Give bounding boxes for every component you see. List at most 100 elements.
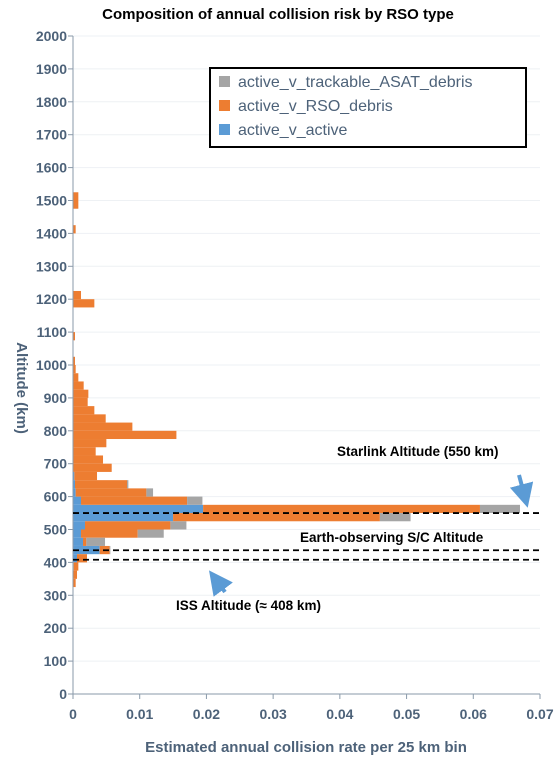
bar-active_v_RSO_debris-875 <box>73 397 88 407</box>
y-tick-label: 1300 <box>36 258 67 274</box>
y-tick-label: 1000 <box>36 357 67 373</box>
legend-swatch-active <box>219 124 230 135</box>
bar-active_v_trackable_ASAT_debris-450 <box>86 537 106 546</box>
y-tick-label: 1800 <box>36 94 67 110</box>
bar-active_v_RSO_debris-975 <box>73 365 76 374</box>
starlink-annotation: Starlink Altitude (550 km) <box>337 444 499 459</box>
bar-active_v_RSO_debris-700 <box>73 455 104 464</box>
bar-active_v_RSO_debris-800 <box>73 422 133 431</box>
y-tick-label: 600 <box>44 489 68 505</box>
bar-active_v_RSO_debris-525 <box>173 513 380 522</box>
y-tick-label: 1100 <box>37 324 68 340</box>
bar-active_v_active-550 <box>73 504 204 514</box>
y-tick-label: 2000 <box>36 28 67 44</box>
bar-active_v_RSO_debris-350 <box>73 570 78 579</box>
legend-box <box>209 67 527 148</box>
bar-active_v_trackable_ASAT_debris-600 <box>146 488 154 497</box>
y-tick-label: 700 <box>44 456 68 472</box>
y-tick-label: 400 <box>44 554 68 570</box>
y-tick-label: 1900 <box>36 61 67 77</box>
bar-active_v_active-625 <box>73 480 76 489</box>
bar-active_v_trackable_ASAT_debris-525 <box>379 513 411 522</box>
bar-active_v_RSO_debris-775 <box>73 430 177 440</box>
iss-annotation: ISS Altitude (≈ 408 km) <box>176 598 321 613</box>
bar-active_v_trackable_ASAT_debris-425 <box>109 545 111 555</box>
bar-active_v_trackable_ASAT_debris-500 <box>170 521 187 530</box>
x-tick-label: 0.04 <box>326 706 353 722</box>
bar-active_v_RSO_debris-475 <box>81 529 138 538</box>
bar-active_v_RSO_debris-850 <box>73 406 95 415</box>
iss-arrow <box>209 570 233 597</box>
x-tick-label: 0.05 <box>393 706 420 722</box>
bar-active_v_RSO_debris-950 <box>73 373 79 382</box>
bar-active_v_RSO_debris-1400 <box>73 225 76 234</box>
bar-active_v_RSO_debris-1075 <box>73 332 76 341</box>
bar-active_v_active-575 <box>73 496 82 505</box>
y-tick-label: 1600 <box>36 160 67 176</box>
bar-active_v_RSO_debris-450 <box>83 537 87 546</box>
bars-layer <box>73 192 520 588</box>
bar-active_v_RSO_debris-650 <box>74 471 98 481</box>
bar-active_v_trackable_ASAT_debris-475 <box>137 529 164 538</box>
bar-active_v_RSO_debris-1000 <box>73 356 76 365</box>
bar-active_v_RSO_debris-725 <box>73 447 96 456</box>
y-tick-label: 300 <box>44 587 68 603</box>
annotations: Starlink Altitude (550 km) Earth-observi… <box>176 444 534 613</box>
x-tick-label: 0.03 <box>260 706 287 722</box>
legend-swatch-rso <box>219 100 230 111</box>
legend-swatch-asat <box>219 76 230 87</box>
bar-active_v_RSO_debris-550 <box>203 504 480 514</box>
bar-active_v_active-450 <box>73 537 84 546</box>
y-tick-label: 0 <box>59 686 67 702</box>
bar-active_v_active-650 <box>73 471 75 481</box>
x-tick-label: 0.02 <box>193 706 220 722</box>
bar-active_v_trackable_ASAT_debris-625 <box>127 480 129 489</box>
x-tick-label: 0.07 <box>526 706 553 722</box>
x-tick-label: 0.06 <box>460 706 487 722</box>
y-tick-label: 1400 <box>36 225 67 241</box>
annotation-arrows <box>209 474 534 597</box>
bar-active_v_trackable_ASAT_debris-575 <box>187 496 203 505</box>
y-tick-label: 500 <box>44 522 68 538</box>
bar-active_v_RSO_debris-400 <box>77 554 88 563</box>
bar-active_v_active-525 <box>73 513 174 522</box>
bar-active_v_RSO_debris-600 <box>75 488 147 497</box>
bar-active_v_trackable_ASAT_debris-550 <box>479 504 520 514</box>
bar-active_v_active-400 <box>73 554 78 563</box>
y-tick-label: 1700 <box>36 127 67 143</box>
bar-active_v_RSO_debris-1500 <box>73 192 79 201</box>
bar-active_v_RSO_debris-750 <box>73 439 107 448</box>
y-tick-label: 1200 <box>36 291 67 307</box>
bar-active_v_RSO_debris-500 <box>85 521 171 530</box>
y-tick-label: 1500 <box>36 193 67 209</box>
reference-lines <box>73 512 540 561</box>
bar-active_v_active-600 <box>73 488 76 497</box>
earth-observing-annotation: Earth-observing S/C Altitude <box>300 530 484 545</box>
y-tick-label: 900 <box>44 390 68 406</box>
bar-active_v_RSO_debris-575 <box>81 496 188 505</box>
bar-active_v_active-475 <box>73 529 82 538</box>
y-axis-title: Altitude (km) <box>13 342 30 434</box>
bar-active_v_active-500 <box>73 521 86 530</box>
x-tick-label: 0 <box>69 706 77 722</box>
x-axis-title: Estimated annual collision rate per 25 k… <box>145 739 467 756</box>
bar-active_v_RSO_debris-925 <box>73 381 84 390</box>
starlink-arrow <box>509 474 534 508</box>
y-tick-label: 200 <box>44 620 68 636</box>
y-tick-label: 100 <box>44 653 68 669</box>
legend-label-asat: active_v_trackable_ASAT_debris <box>238 74 473 91</box>
bar-active_v_RSO_debris-1200 <box>73 290 82 300</box>
bar-active_v_RSO_debris-1475 <box>73 200 79 209</box>
bar-active_v_RSO_debris-375 <box>73 562 79 571</box>
x-tick-label: 0.01 <box>126 706 153 722</box>
y-tick-label: 800 <box>44 423 68 439</box>
bar-active_v_RSO_debris-825 <box>73 414 106 423</box>
bar-active_v_RSO_debris-675 <box>73 463 112 472</box>
legend-label-active: active_v_active <box>238 122 347 139</box>
bar-active_v_RSO_debris-625 <box>75 480 128 489</box>
bar-active_v_RSO_debris-900 <box>73 389 89 398</box>
legend: active_v_trackable_ASAT_debris active_v_… <box>209 67 527 148</box>
legend-label-rso: active_v_RSO_debris <box>238 98 393 115</box>
bar-active_v_RSO_debris-325 <box>73 578 76 588</box>
